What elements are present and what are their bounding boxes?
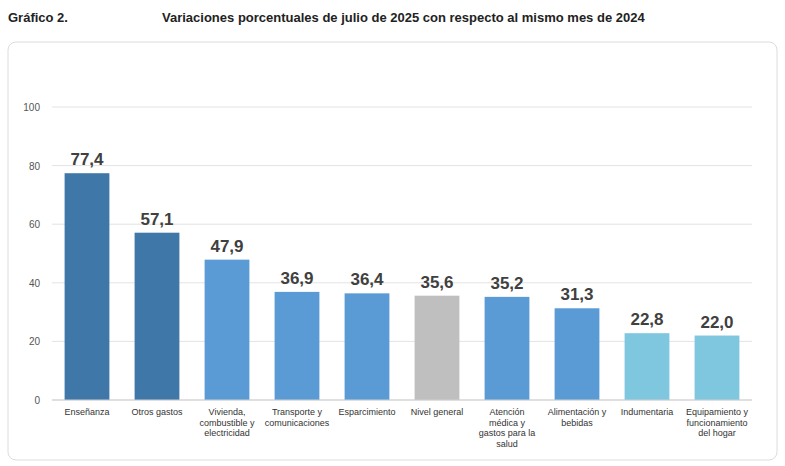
label-line: Alimentación y	[548, 407, 607, 417]
label-line: comunicaciones	[265, 418, 330, 428]
x-tick-label: Indumentaria	[621, 407, 674, 417]
y-tick-label: 40	[29, 278, 41, 289]
label-line: Equipamiento y	[686, 407, 749, 417]
label-line: Esparcimiento	[338, 407, 395, 417]
data-label: 36,4	[350, 270, 384, 289]
bar	[65, 173, 110, 400]
panel	[8, 42, 777, 460]
data-label: 35,2	[490, 274, 523, 293]
x-tick-label: Nivel general	[411, 407, 464, 417]
label-line: bebidas	[561, 418, 593, 428]
x-tick-label: Otros gastos	[131, 407, 183, 417]
label-line: electricidad	[204, 428, 250, 438]
label-line: Nivel general	[411, 407, 464, 417]
data-label: 35,6	[420, 273, 453, 292]
bars	[65, 173, 740, 400]
label-line: del hogar	[698, 428, 736, 438]
label-line: Vivienda,	[209, 407, 246, 417]
y-tick-label: 20	[29, 336, 41, 347]
label-line: gastos para la	[479, 428, 536, 438]
bar	[695, 336, 740, 400]
data-label: 22,8	[630, 310, 663, 329]
title: Variaciones porcentuales de julio de 202…	[162, 10, 645, 25]
grid	[52, 107, 752, 400]
x-tick-label: Vivienda,combustible yelectricidad	[199, 407, 255, 438]
label-line: médica y	[489, 418, 526, 428]
label-line: Indumentaria	[621, 407, 674, 417]
bar	[345, 293, 390, 400]
bar	[485, 297, 530, 400]
bar	[135, 233, 180, 400]
data-label: 22,0	[700, 313, 733, 332]
label-line: Otros gastos	[131, 407, 183, 417]
x-tick-label: Atenciónmédica ygastos para lasalud	[479, 407, 536, 449]
label-line: Enseñanza	[64, 407, 109, 417]
y-tick-label: 0	[34, 395, 40, 406]
x-tick-label: Equipamiento yfuncionamientodel hogar	[686, 407, 749, 438]
bar	[625, 333, 670, 400]
x-axis-line	[52, 400, 752, 401]
y-tick-label: 80	[29, 161, 41, 172]
chart: Gráfico 2. Variaciones porcentuales de ju…	[0, 0, 785, 466]
label-line: combustible y	[199, 418, 255, 428]
figure-label: Gráfico 2.	[8, 10, 68, 25]
x-tick-label: Transporte ycomunicaciones	[265, 407, 330, 428]
bar	[275, 292, 320, 400]
bar	[205, 260, 250, 400]
grid-line	[52, 165, 752, 166]
label-line: Atención	[489, 407, 524, 417]
data-label: 31,3	[560, 285, 593, 304]
bar	[415, 296, 460, 400]
bar	[555, 308, 600, 400]
data-label: 36,9	[280, 269, 313, 288]
data-label: 47,9	[210, 237, 243, 256]
x-tick-label: Enseñanza	[64, 407, 109, 417]
data-label: 57,1	[140, 210, 173, 229]
label-line: Transporte y	[272, 407, 323, 417]
grid-line	[52, 107, 752, 108]
y-tick-label: 60	[29, 219, 41, 230]
y-tick-label: 100	[23, 102, 40, 113]
data-label: 77,4	[70, 150, 104, 169]
grid-line	[52, 400, 752, 401]
label-line: salud	[496, 439, 518, 449]
x-tick-label: Alimentación ybebidas	[548, 407, 607, 428]
label-line: funcionamiento	[686, 418, 747, 428]
x-tick-label: Esparcimiento	[338, 407, 395, 417]
